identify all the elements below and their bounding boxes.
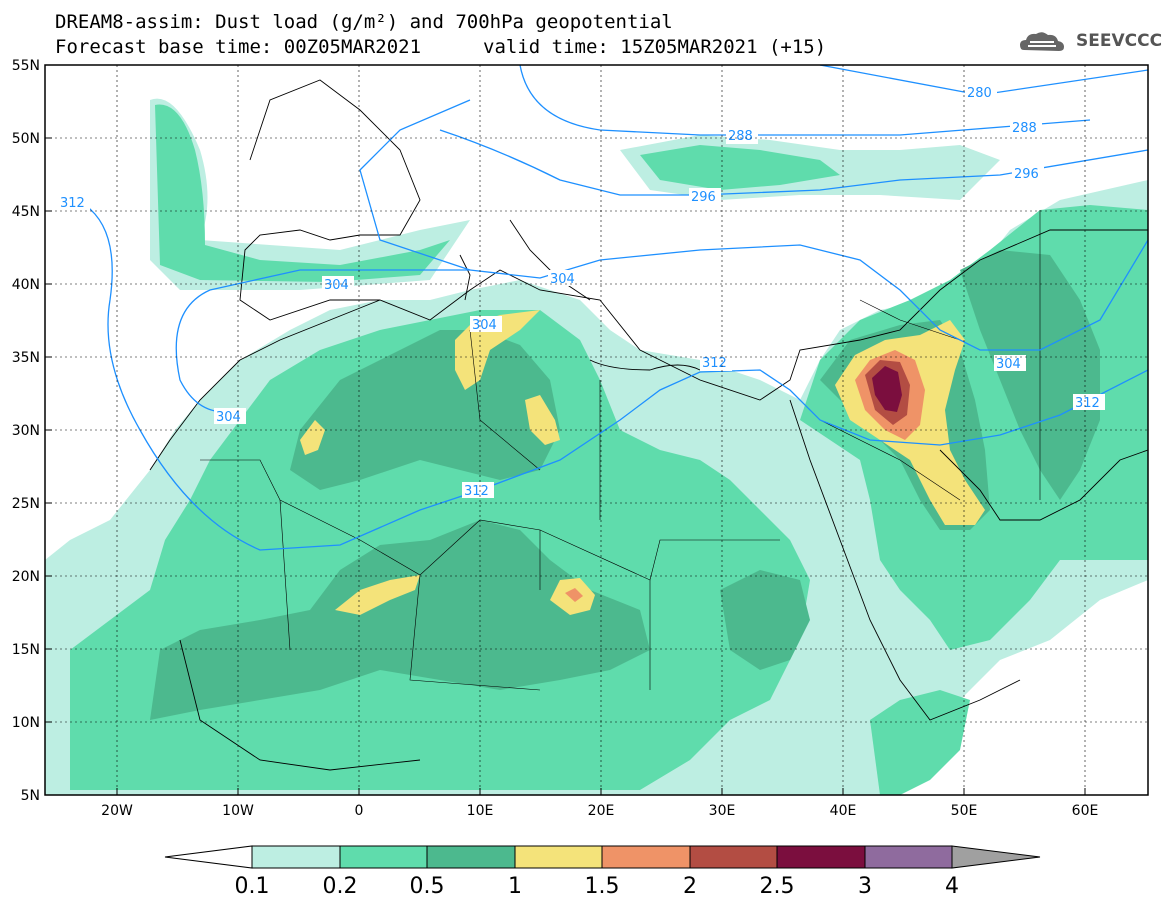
valid-time: valid time: 15Z05MAR2021 (+15) [483, 36, 827, 58]
colorbar [164, 845, 1041, 869]
lon-label: 30E [709, 803, 736, 819]
contour-label-304: 304 [324, 278, 349, 293]
lon-label: 10E [467, 803, 494, 819]
cloud-logo-icon [1020, 32, 1064, 51]
dust-level-1.5-chad [565, 588, 583, 602]
colorbar-low-arrow [164, 845, 253, 869]
lat-label: 5N [21, 788, 40, 804]
lat-label: 45N [12, 204, 40, 220]
colorbar-label: 2 [683, 874, 697, 899]
colorbar-swatch [601, 845, 691, 869]
colorbar-label: 2.5 [760, 874, 795, 899]
latitude-labels: 55N 50N 45N 40N 35N 30N 25N 20N 15N 10N … [12, 58, 40, 804]
dust-fields [45, 98, 1148, 795]
colorbar-high-arrow [951, 845, 1041, 869]
contour-label-288: 288 [728, 129, 753, 144]
colorbar-swatch [776, 845, 866, 869]
lon-label: 10W [222, 803, 254, 819]
lon-label: 20E [588, 803, 615, 819]
contour-label-312: 312 [60, 196, 85, 211]
dust-level-1-libya [525, 395, 560, 445]
colorbar-label: 3 [858, 874, 872, 899]
contour-label-280: 280 [967, 86, 992, 101]
dust-level-0.2-europe [155, 104, 450, 282]
contour-304 [175, 239, 1148, 413]
lat-label: 35N [12, 350, 40, 366]
colorbar-swatch [339, 845, 428, 869]
lon-label: 50E [951, 803, 978, 819]
colorbar-label: 0.2 [323, 874, 358, 899]
contour-288 [519, 65, 1091, 136]
colorbar-swatch [689, 845, 778, 869]
contour-label-312c: 312 [464, 484, 489, 499]
lat-label: 30N [12, 423, 40, 439]
contour-304b [359, 99, 471, 271]
map-title: DREAM8-assim: Dust load (g/m²) and 700hP… [55, 11, 673, 33]
colorbar-swatch [426, 845, 516, 869]
gridlines [45, 65, 1148, 795]
contour-label-304b: 304 [550, 272, 575, 287]
colorbar-swatch [251, 845, 341, 869]
dust-level-0.2-ethiopia [870, 690, 970, 795]
contour-label-312b: 312 [702, 356, 727, 371]
contour-label-296: 296 [1014, 167, 1039, 182]
lat-label: 10N [12, 715, 40, 731]
contour-label-288b: 288 [1012, 121, 1037, 136]
colorbar-label: 4 [945, 874, 959, 899]
dust-level-0.2-east-eu [640, 145, 840, 190]
dust-level-1-mali [335, 575, 420, 615]
dust-level-1-algeria [300, 420, 325, 455]
dust-level-0.1-europe [150, 98, 470, 290]
contour-296 [439, 129, 1148, 196]
colorbar-label: 1.5 [585, 874, 620, 899]
lat-label: 15N [12, 642, 40, 658]
axis-ticks [45, 64, 1086, 796]
longitude-labels: 20W 10W 0 10E 20E 30E 40E 50E 60E [101, 803, 1098, 819]
lat-label: 20N [12, 569, 40, 585]
contour-label-304e: 304 [996, 357, 1021, 372]
lon-label: 0 [355, 803, 364, 819]
colorbar-swatch [864, 845, 953, 869]
contour-312 [84, 204, 1148, 551]
colorbar-swatch [514, 845, 603, 869]
colorbar-label: 0.5 [410, 874, 445, 899]
lon-label: 20W [101, 803, 133, 819]
contour-label-304c: 304 [472, 318, 497, 333]
dust-level-0.5-north-africa [290, 330, 560, 490]
lon-label: 60E [1072, 803, 1099, 819]
forecast-base-time: Forecast base time: 00Z05MAR2021 [55, 36, 422, 58]
lat-label: 50N [12, 131, 40, 147]
lat-label: 55N [12, 58, 40, 74]
contour-labels: 280 288 288 296 296 304 304 304 304 304 … [58, 84, 1105, 499]
dust-level-0.5-sahel [150, 520, 650, 720]
coastlines [149, 79, 1148, 771]
logo-text: SEEVCCC [1076, 31, 1163, 51]
dust-level-0.5-iran [960, 250, 1100, 500]
dust-level-0.5-sudan [720, 570, 810, 670]
colorbar-label: 1 [508, 874, 522, 899]
colorbar-labels: 0.1 0.2 0.5 1 1.5 2 2.5 3 4 [235, 874, 960, 899]
contour-label-304d: 304 [216, 410, 241, 425]
contour-label-296b: 296 [691, 190, 716, 205]
lon-label: 40E [830, 803, 857, 819]
contour-label-312d: 312 [1075, 396, 1100, 411]
lat-label: 40N [12, 277, 40, 293]
colorbar-label: 0.1 [235, 874, 270, 899]
dust-level-2.5-iraq [872, 366, 902, 412]
lat-label: 25N [12, 496, 40, 512]
